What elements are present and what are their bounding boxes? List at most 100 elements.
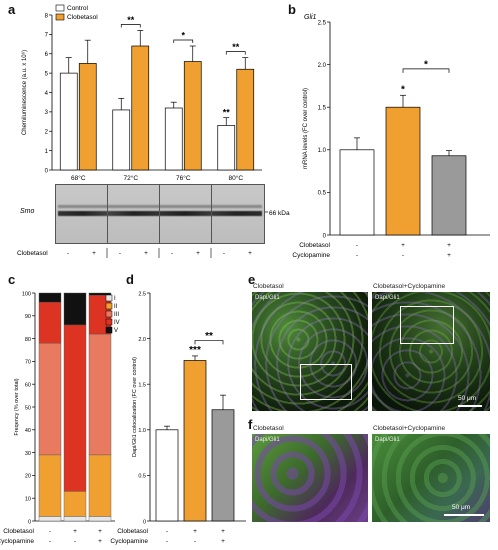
y-tick-label: 3: [45, 110, 49, 116]
bar: [217, 125, 236, 171]
bar: [112, 109, 131, 171]
y-tick-label: 7: [45, 33, 49, 39]
panel-letter-f: f: [248, 417, 253, 432]
y-tick-label: 0: [323, 233, 327, 239]
y-tick-label: 1: [45, 149, 49, 155]
blot-lane-sign: +: [144, 250, 148, 257]
treatment-sign: -: [194, 538, 196, 545]
y-tick-label: 5: [45, 71, 49, 77]
e-right-overlay: Dapi/Gli1: [375, 295, 400, 301]
significance-label: **: [127, 15, 135, 25]
treatment-sign: -: [74, 538, 76, 545]
bar: [211, 409, 235, 522]
bar: [78, 63, 97, 171]
significance-bracket: [120, 24, 141, 28]
treatment-sign: +: [98, 538, 102, 545]
y-tick-label: 10: [25, 497, 31, 503]
legend-label: Control: [67, 5, 89, 12]
e-left-overlay: Dapi/Gli1: [255, 295, 280, 301]
treatment-sign: -: [356, 252, 358, 259]
legend-label: IV: [114, 320, 120, 326]
y-tick-label: 0: [28, 519, 31, 525]
e-left-title: Clobetasol: [253, 283, 284, 290]
zoom-box: [400, 306, 454, 344]
bar: [131, 45, 150, 171]
e-right-title: Clobetasol+Cyclopamine: [373, 283, 446, 290]
treatment-sign: +: [221, 538, 225, 545]
treatment-row-label: Clobetasol: [117, 528, 148, 535]
legend-label: III: [114, 312, 119, 318]
y-tick-label: 30: [25, 451, 31, 457]
y-tick-label: 100: [22, 291, 31, 297]
y-tick-label: 1.5: [318, 106, 327, 112]
treatment-sign: +: [98, 528, 102, 535]
y-tick-label: 2.5: [138, 291, 146, 297]
significance-bracket: [173, 39, 194, 43]
bar: [155, 429, 179, 522]
stacked-segment: [63, 491, 87, 517]
y-tick-label: 1.0: [138, 428, 146, 434]
y-tick-label: 0.5: [138, 474, 146, 480]
f-right-title: Clobetasol+Cyclopamine: [373, 425, 446, 432]
treatment-row-label: Clobetasol: [3, 528, 34, 535]
y-tick-label: 8: [45, 13, 49, 19]
significance-label: **: [205, 331, 213, 342]
blot-lane-sign: -: [171, 250, 173, 257]
treatment-sign: -: [402, 252, 404, 259]
treatment-sign: +: [401, 242, 405, 249]
stacked-segment: [63, 516, 87, 522]
treatment-row-label: Cyclopamine: [0, 538, 34, 545]
stacked-segment: [63, 324, 87, 492]
f-right-overlay: Dapi/Gli1: [375, 437, 400, 443]
y-tick-label: 2.0: [138, 337, 146, 343]
legend-label: Clobetasol: [67, 14, 98, 21]
blot-band: [58, 211, 262, 216]
y-tick-label: 2.0: [318, 63, 327, 69]
stacked-segment: [38, 516, 62, 522]
e-scale-label: 50 μm: [458, 395, 477, 402]
stacked-segment: [88, 295, 112, 335]
blot-lane-sign: -: [223, 250, 225, 257]
scale-bar: [458, 405, 482, 407]
treatment-sign: -: [49, 528, 51, 535]
legend-label: V: [114, 328, 118, 334]
y-axis-label: Freqency (% over total): [14, 378, 20, 435]
treatment-row-label: Clobetasol: [299, 242, 330, 249]
significance-label: ***: [189, 345, 201, 356]
scale-bar: [444, 514, 484, 516]
stacked-segment: [38, 342, 62, 456]
f-left-title: Clobetasol: [253, 425, 284, 432]
chart-title: Gli1: [304, 14, 317, 21]
micrograph-f-left: Dapi/Gli1: [252, 434, 368, 522]
blot-band-upper: [58, 205, 262, 208]
treatment-sign: +: [447, 242, 451, 249]
y-tick-label: 50: [25, 405, 31, 411]
significance-label: *: [401, 84, 405, 95]
panel-letter-d: d: [126, 272, 134, 287]
significance-label: **: [232, 42, 240, 52]
y-axis-label: Dapi/Gli1 colocalization (FC over contro…: [132, 357, 138, 457]
y-tick-label: 6: [45, 52, 49, 58]
treatment-sign: -: [166, 538, 168, 545]
micrograph-e-right: Dapi/Gli1 50 μm: [372, 292, 490, 411]
bar: [59, 72, 78, 171]
stacked-segment: [88, 454, 112, 517]
y-tick-label: 0: [45, 168, 49, 174]
y-tick-label: 4: [45, 91, 49, 97]
treatment-sign: +: [221, 528, 225, 535]
blot-lane-sign: +: [196, 250, 200, 257]
blot-lane-sign: -: [119, 250, 121, 257]
significance-label: *: [424, 59, 428, 70]
treatment-sign: +: [73, 528, 77, 535]
blot-lane-sign: -: [67, 250, 69, 257]
significance-bracket: [402, 68, 450, 73]
treatment-sign: +: [447, 252, 451, 259]
stacked-segment: [88, 292, 112, 296]
blot-lane-sign: +: [248, 250, 252, 257]
treatment-sign: -: [166, 528, 168, 535]
legend-swatch: [55, 13, 65, 21]
y-tick-label: 0: [143, 519, 146, 525]
f-scale-label: 50 μm: [452, 504, 471, 511]
y-tick-label: 1.0: [318, 148, 327, 154]
bar: [183, 360, 207, 522]
